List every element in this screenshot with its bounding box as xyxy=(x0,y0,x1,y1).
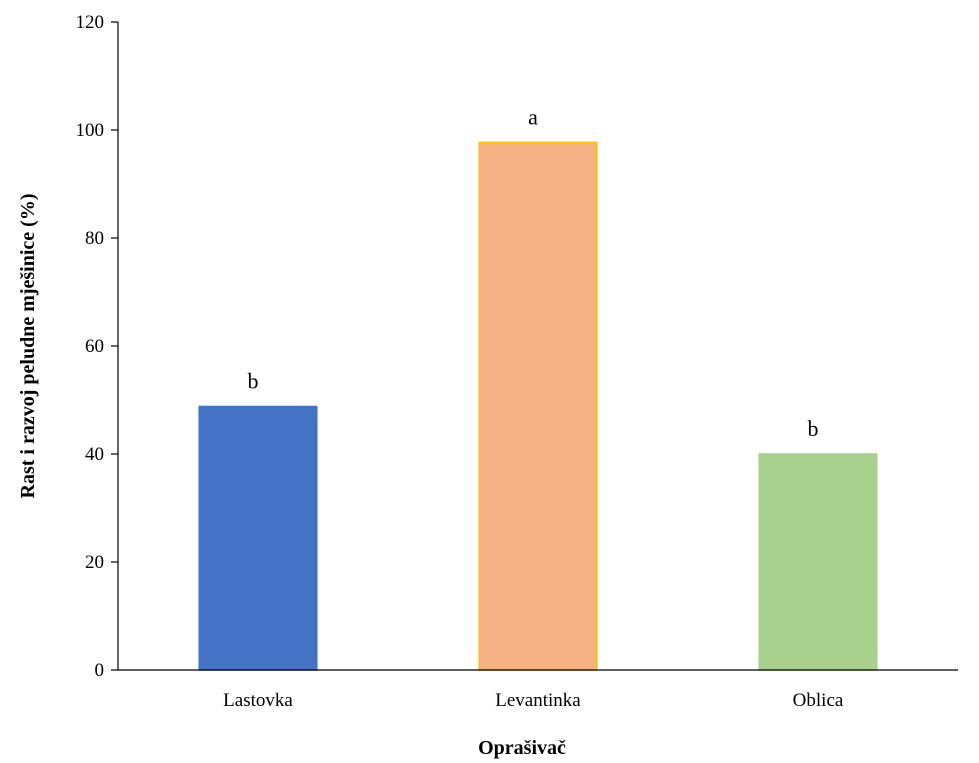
y-tick-label: 80 xyxy=(85,228,104,249)
category-labels: Lastovka Levantinka Oblica xyxy=(223,690,844,711)
y-tick-label: 120 xyxy=(76,12,105,33)
significance-label-oblica: b xyxy=(808,416,819,441)
bar-lastovka xyxy=(198,405,318,671)
y-tick-label: 100 xyxy=(76,120,105,141)
significance-label-lastovka: b xyxy=(248,368,259,393)
y-tick-label: 0 xyxy=(95,660,105,681)
x-axis-title: Oprašivač xyxy=(478,737,566,759)
x-tick-label-levantinka: Levantinka xyxy=(495,690,581,711)
y-axis-ticks: 0 20 40 60 80 100 120 xyxy=(76,12,118,681)
y-tick-label: 20 xyxy=(85,552,104,573)
significance-labels: b a b xyxy=(248,104,819,441)
bar-oblica xyxy=(758,453,878,671)
y-axis-title: Rast i razvoj peludne mješinice (%) xyxy=(17,194,39,499)
x-tick-label-oblica: Oblica xyxy=(793,690,844,711)
bar-levantinka xyxy=(478,141,598,671)
bars xyxy=(198,141,878,671)
y-tick-label: 40 xyxy=(85,444,104,465)
x-tick-label-lastovka: Lastovka xyxy=(223,690,293,711)
y-tick-label: 60 xyxy=(85,336,104,357)
significance-label-levantinka: a xyxy=(528,104,538,129)
